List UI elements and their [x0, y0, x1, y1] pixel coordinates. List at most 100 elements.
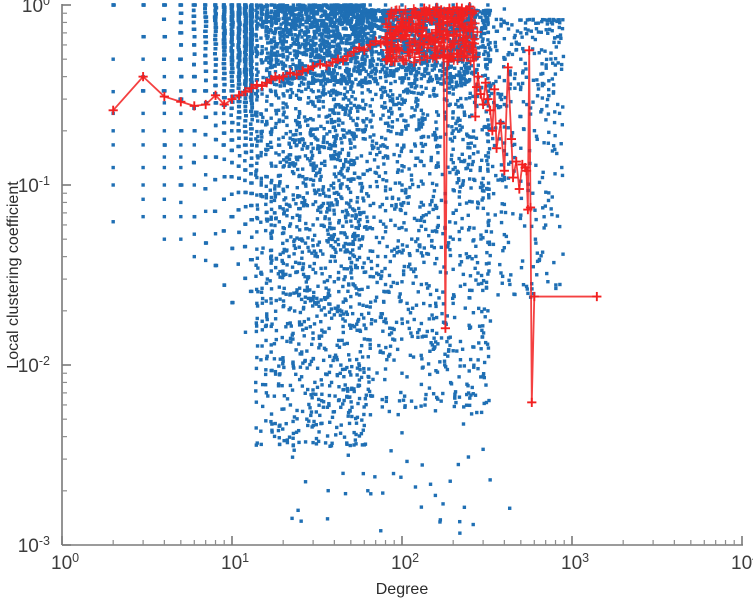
scatter-point [285, 3, 290, 8]
scatter-point [542, 226, 546, 230]
scatter-point [345, 37, 349, 42]
scatter-point [419, 121, 423, 125]
scatter-point [269, 254, 274, 258]
scatter-point [445, 339, 449, 344]
scatter-point [354, 216, 358, 221]
scatter-point [238, 58, 242, 63]
scatter-point [319, 266, 323, 271]
scatter-point [434, 75, 439, 79]
scatter-point [343, 241, 348, 246]
scatter-point [448, 170, 452, 175]
scatter-point [348, 190, 353, 195]
scatter-point [255, 316, 259, 321]
scatter-point [230, 37, 234, 42]
scatter-point [380, 94, 384, 98]
scatter-point [276, 428, 281, 433]
scatter-point [356, 83, 360, 87]
scatter-point [259, 112, 263, 116]
scatter-point [340, 41, 345, 45]
scatter-point [269, 301, 273, 305]
scatter-point [371, 377, 375, 382]
scatter-point [487, 261, 491, 265]
scatter-point [315, 385, 320, 390]
scatter-point [278, 180, 282, 184]
scatter-point [280, 383, 284, 388]
scatter-point [213, 9, 218, 13]
scatter-point [333, 165, 337, 169]
scatter-point [432, 336, 436, 340]
scatter-point [337, 398, 341, 402]
scatter-point [481, 37, 485, 41]
scatter-point [387, 115, 391, 120]
scatter-point [412, 216, 417, 221]
scatter-point [363, 137, 367, 141]
scatter-point [390, 249, 394, 253]
scatter-point [270, 20, 274, 25]
scatter-point [352, 389, 356, 394]
scatter-point [244, 76, 248, 80]
scatter-point [300, 267, 305, 272]
scatter-point [336, 237, 340, 242]
scatter-point [272, 342, 277, 346]
scatter-point [345, 168, 350, 173]
scatter-point [278, 160, 282, 165]
scatter-point [362, 323, 366, 327]
scatter-point [461, 272, 466, 277]
scatter-point [339, 423, 343, 427]
scatter-point [322, 126, 326, 131]
scatter-point [400, 243, 405, 247]
scatter-point [179, 143, 183, 147]
scatter-point [229, 148, 233, 153]
scatter-point [339, 47, 343, 51]
scatter-point [441, 231, 445, 236]
scatter-point [457, 237, 462, 242]
scatter-point [243, 119, 248, 123]
scatter-point [435, 143, 440, 148]
scatter-point [237, 110, 241, 114]
scatter-point [454, 85, 458, 89]
scatter-point [284, 24, 288, 29]
scatter-point [328, 259, 333, 264]
scatter-point [380, 405, 385, 409]
scatter-point [360, 61, 365, 66]
scatter-point [357, 105, 362, 110]
scatter-point [327, 326, 331, 331]
scatter-point [338, 431, 343, 435]
scatter-point [236, 43, 241, 47]
scatter-point [321, 405, 326, 409]
scatter-point [270, 428, 274, 432]
scatter-point [422, 246, 426, 250]
scatter-point [255, 247, 259, 251]
scatter-point [278, 423, 282, 427]
scatter-point [350, 84, 354, 88]
scatter-point [329, 254, 334, 258]
scatter-point [338, 313, 343, 317]
scatter-point [269, 412, 274, 416]
scatter-point [259, 442, 263, 447]
scatter-point [453, 392, 457, 396]
scatter-point [285, 58, 289, 62]
scatter-point [393, 79, 397, 84]
scatter-point [402, 90, 406, 94]
scatter-point [276, 11, 281, 16]
scatter-point [451, 14, 455, 18]
scatter-point [479, 181, 484, 185]
scatter-point [454, 172, 459, 176]
scatter-point [455, 181, 459, 185]
scatter-point [367, 311, 371, 315]
scatter-point [212, 209, 217, 213]
scatter-point [431, 316, 436, 321]
scatter-point [278, 205, 282, 209]
scatter-point [329, 307, 334, 311]
scatter-point [440, 172, 445, 177]
scatter-point [344, 201, 349, 205]
scatter-point [446, 354, 450, 358]
scatter-point [368, 3, 372, 7]
scatter-point [191, 89, 196, 93]
scatter-point [311, 89, 315, 94]
scatter-point [387, 290, 391, 295]
scatter-point [274, 12, 278, 16]
scatter-point [317, 403, 321, 407]
scatter-point [243, 55, 247, 59]
scatter-point [288, 65, 292, 69]
